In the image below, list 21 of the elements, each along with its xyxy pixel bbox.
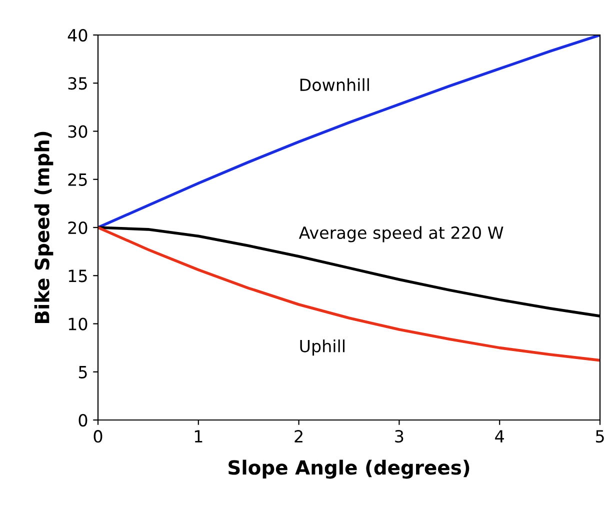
series-label: Downhill (300, 78, 369, 92)
x-tick-label: 1 (194, 430, 202, 442)
x-tick-label: 5 (596, 430, 604, 443)
y-tick-label: 30 (68, 125, 88, 138)
y-tick-label: 15 (68, 270, 87, 282)
y-axis-title: Bike Speed (mph) (34, 132, 54, 324)
y-tick-label: 20 (68, 221, 88, 234)
y-tick-label: 25 (68, 173, 87, 186)
y-tick-label: 35 (68, 77, 87, 90)
y-tick-label: 0 (78, 414, 88, 427)
x-tick-label: 2 (294, 430, 302, 442)
y-tick-label: 10 (68, 318, 88, 330)
x-tick-label: 4 (495, 430, 504, 442)
y-tick-label: 5 (78, 366, 87, 378)
line-series (98, 226, 600, 362)
x-tick-label: 0 (94, 430, 102, 443)
x-axis-title: Slope Angle (degrees) (228, 460, 470, 479)
x-tick-label: 3 (395, 430, 404, 443)
series-label: Uphill (300, 339, 344, 356)
y-tick-label: 40 (68, 28, 88, 42)
series-label: Average speed at 220 W (298, 226, 504, 242)
